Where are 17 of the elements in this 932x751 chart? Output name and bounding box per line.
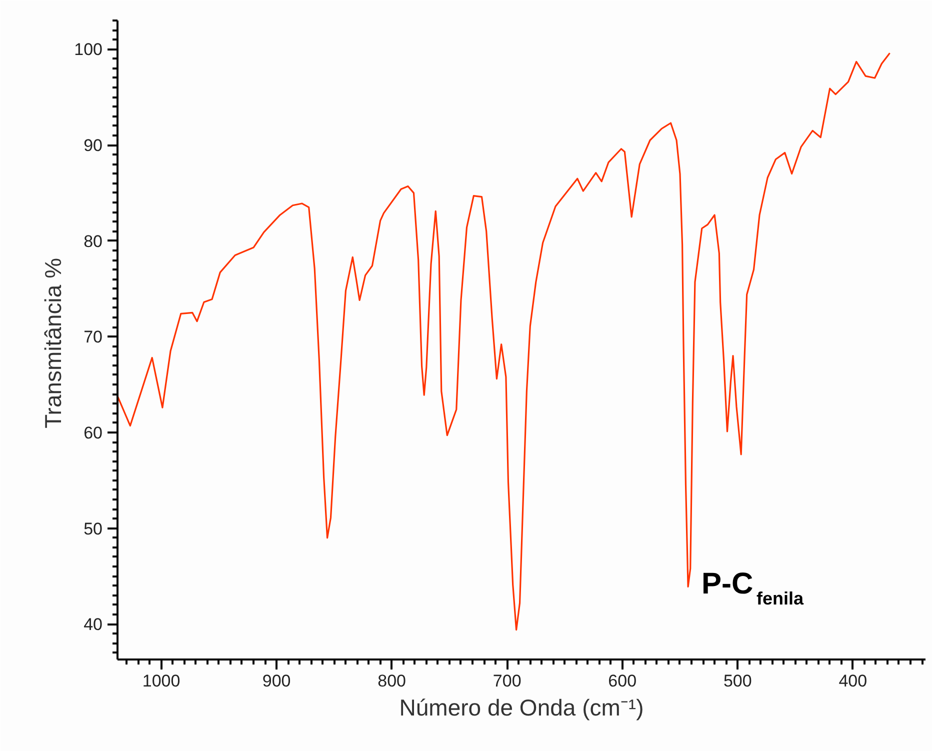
x-tick-label: 700 — [492, 672, 522, 690]
x-tick-label: 800 — [378, 672, 406, 690]
y-tick-label: 80 — [84, 232, 103, 251]
x-tick-label: 600 — [608, 672, 637, 690]
y-tick-label: 70 — [84, 328, 103, 347]
y-tick-label: 50 — [84, 519, 103, 538]
y-axis-title: Transmitância % — [40, 258, 66, 428]
x-tick-label: 1000 — [142, 672, 180, 690]
x-axis-title: Número de Onda (cm⁻¹) — [399, 694, 644, 720]
x-tick-label: 900 — [262, 672, 291, 690]
x-tick-label: 400 — [838, 672, 868, 690]
line-series — [118, 52, 891, 631]
y-tick-label: 90 — [84, 136, 103, 156]
y-tick-label: 60 — [84, 423, 103, 442]
x-tick-label: 500 — [723, 672, 752, 690]
y-tick-label: 40 — [84, 615, 103, 634]
y-tick-label: 100 — [74, 40, 103, 60]
